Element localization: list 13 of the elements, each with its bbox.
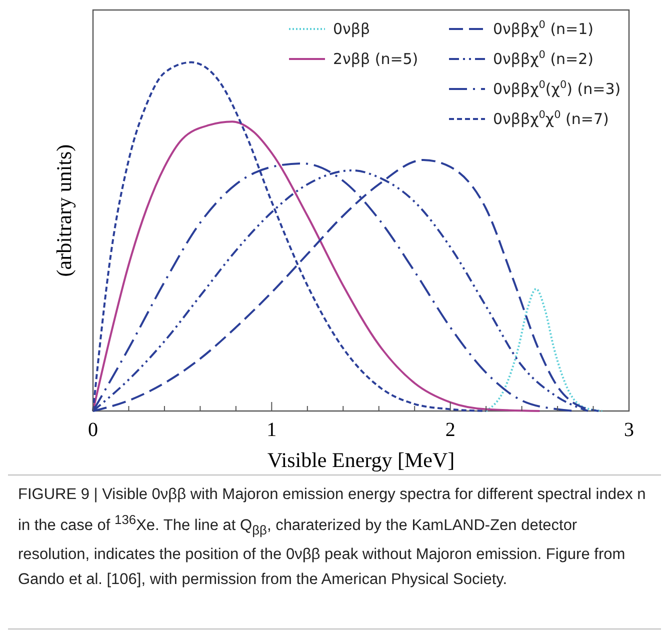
legend-label: 0νββχ$^{0}$χ$^{0}$ (n=7) <box>493 109 609 128</box>
legend-label: 0νββ <box>333 20 370 38</box>
caption: FIGURE 9 | Visible 0νββ with Majoron emission energy spectra for different spectral index n in the case of $^{136}$Xe. The line at Q$_{ββ}$, charaterized by the KamLAND-Zen detector resolution, indicates the position of the 0νββ peak without Majoron emission. Figure from Gando et al. [106], with permission from the American Physical Society. <box>18 485 647 590</box>
legend-label: 0νββχ$^{0}$ (n=1) <box>493 19 594 38</box>
legend-label: 0νββχ$^{0}$ (n=2) <box>493 49 594 68</box>
x-axis-title: Visible Energy [MeV] <box>267 448 455 472</box>
x-tick-label: 1 <box>266 419 277 441</box>
legend-label: 2νββ (n=5) <box>333 50 418 68</box>
x-tick-label: 0 <box>88 419 98 441</box>
x-tick-label: 2 <box>445 419 456 441</box>
legend-label: 0νββχ$^{0}$(χ$^{0}$) (n=3) <box>493 79 621 98</box>
y-axis-title: (arbitrary units) <box>52 144 76 277</box>
x-tick-label: 3 <box>624 419 634 441</box>
